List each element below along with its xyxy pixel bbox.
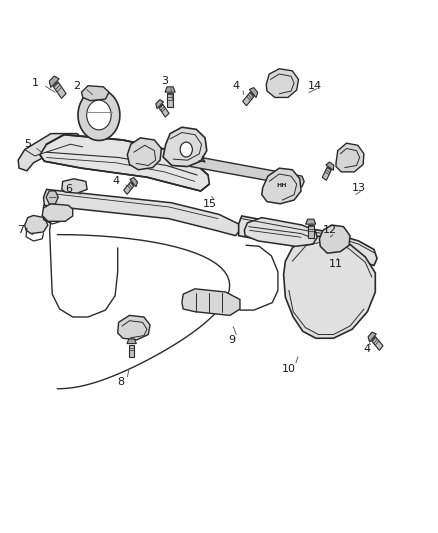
Text: 11: 11: [329, 259, 343, 269]
Text: 8: 8: [117, 377, 124, 387]
Polygon shape: [25, 215, 48, 233]
Text: 9: 9: [229, 335, 236, 345]
Polygon shape: [87, 100, 111, 130]
Polygon shape: [81, 86, 109, 101]
Text: 2: 2: [74, 81, 81, 91]
Polygon shape: [284, 236, 375, 338]
Text: 13: 13: [352, 183, 366, 193]
Polygon shape: [118, 316, 150, 340]
Text: 10: 10: [282, 364, 296, 374]
Polygon shape: [239, 216, 377, 265]
Polygon shape: [53, 82, 66, 99]
Polygon shape: [182, 289, 240, 316]
Polygon shape: [322, 167, 332, 180]
Polygon shape: [163, 127, 207, 166]
Polygon shape: [127, 138, 161, 169]
Text: 4: 4: [364, 344, 371, 354]
Text: 5: 5: [24, 139, 31, 149]
Text: 4: 4: [113, 176, 120, 187]
Polygon shape: [40, 135, 209, 191]
Polygon shape: [306, 219, 316, 224]
Polygon shape: [156, 100, 163, 109]
Polygon shape: [165, 87, 175, 92]
Polygon shape: [191, 156, 304, 187]
Polygon shape: [42, 204, 73, 221]
Polygon shape: [43, 189, 240, 236]
Text: HH: HH: [277, 183, 287, 188]
Polygon shape: [167, 93, 173, 107]
Text: 6: 6: [65, 184, 72, 195]
Text: 14: 14: [308, 81, 322, 91]
Text: 1: 1: [32, 78, 39, 88]
Circle shape: [180, 142, 192, 157]
Polygon shape: [159, 104, 169, 117]
Text: 12: 12: [323, 225, 337, 236]
Polygon shape: [244, 217, 317, 246]
Polygon shape: [127, 339, 136, 344]
Polygon shape: [250, 87, 258, 98]
Polygon shape: [49, 76, 59, 87]
Polygon shape: [326, 162, 334, 170]
Polygon shape: [368, 332, 376, 342]
Polygon shape: [243, 92, 254, 106]
Polygon shape: [262, 168, 301, 204]
Polygon shape: [78, 90, 120, 141]
Text: 7: 7: [17, 225, 24, 236]
Polygon shape: [18, 134, 86, 171]
Polygon shape: [46, 191, 58, 204]
Polygon shape: [266, 69, 298, 98]
Polygon shape: [129, 344, 134, 357]
Polygon shape: [336, 143, 364, 172]
Text: 3: 3: [161, 77, 168, 86]
Polygon shape: [124, 182, 134, 195]
Text: 15: 15: [203, 199, 217, 209]
Polygon shape: [319, 225, 350, 253]
Polygon shape: [62, 179, 87, 193]
Text: 4: 4: [233, 81, 240, 91]
Polygon shape: [308, 225, 314, 238]
Polygon shape: [372, 336, 383, 350]
Polygon shape: [130, 177, 138, 187]
